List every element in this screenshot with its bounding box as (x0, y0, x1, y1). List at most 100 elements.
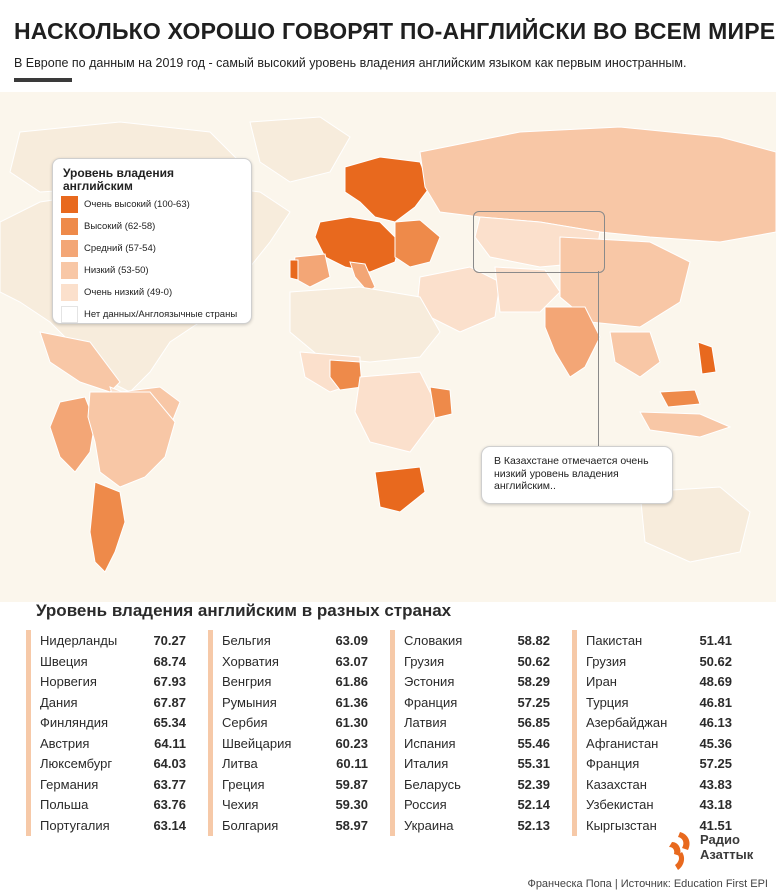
table-row: Хорватия 63.07 (208, 651, 378, 671)
region-malaysia (659, 389, 701, 408)
logo-line1: Радио (700, 832, 740, 847)
legend-label: Низкий (53-50) (84, 264, 149, 276)
country-score: 55.31 (517, 756, 550, 771)
country-score: 59.87 (335, 776, 368, 792)
country-score: 58.97 (335, 817, 368, 833)
column-accent-bar (208, 630, 213, 836)
column-accent-bar (572, 630, 577, 836)
legend-label: Нет данных/Англоязычные страны (84, 308, 238, 320)
table-row: Бельгия 63.09 (208, 630, 378, 650)
country-score: 51.41 (699, 633, 732, 648)
country-name: Венгрия (222, 674, 272, 689)
country-name: Иран (586, 674, 617, 689)
region-eastern-europe (394, 219, 441, 268)
kazakhstan-callout: В Казахстане отмечается очень низкий уро… (481, 446, 673, 504)
country-score: 67.93 (153, 674, 186, 689)
region-argentina (89, 481, 126, 573)
table-row: Латвия 56.85 (390, 712, 560, 732)
column-accent-bar (26, 630, 31, 836)
country-score: 48.69 (699, 674, 732, 689)
country-score: 61.86 (335, 674, 368, 689)
country-name: Швеция (40, 653, 88, 669)
table-row: Швеция 68.74 (26, 651, 196, 671)
country-name: Норвегия (40, 674, 97, 689)
callout-text: В Казахстане отмечается очень низкий уро… (494, 455, 649, 492)
country-name: Казахстан (586, 776, 647, 792)
table-row: Эстония 58.29 (390, 671, 560, 691)
region-south-africa (374, 466, 426, 513)
column-accent-bar (390, 630, 395, 836)
table-row: Польша 63.76 (26, 794, 196, 814)
country-score: 58.82 (517, 633, 550, 648)
country-name: Дания (40, 694, 78, 710)
country-score: 52.39 (517, 776, 550, 792)
country-score: 52.14 (517, 797, 550, 812)
legend-label: Средний (57-54) (84, 242, 156, 254)
table-row: Франция 57.25 (390, 692, 560, 712)
country-name: Афганистан (586, 735, 659, 751)
country-name: Австрия (40, 735, 90, 751)
region-portugal (289, 259, 299, 281)
table-row: Турция 46.81 (572, 692, 742, 712)
table-row: Грузия 50.62 (572, 651, 742, 671)
region-greenland (249, 116, 351, 183)
country-name: Германия (40, 776, 99, 792)
region-brazil (87, 391, 176, 488)
country-score: 60.23 (335, 735, 368, 751)
country-score: 50.62 (699, 653, 732, 669)
legend-label: Высокий (62-58) (84, 220, 156, 232)
country-score: 57.25 (699, 756, 732, 771)
radio-azattyk-logo: Радио Азаттык (666, 828, 766, 878)
region-western-europe (314, 216, 401, 273)
region-central-asia (494, 266, 561, 313)
region-indonesia (639, 411, 732, 438)
legend-swatch (61, 195, 78, 213)
country-name: Пакистан (586, 633, 643, 648)
table-row: Сербия 61.30 (208, 712, 378, 732)
country-name: Португалия (40, 817, 110, 833)
country-score: 61.36 (335, 694, 368, 710)
country-name: Италия (404, 756, 449, 771)
country-score: 63.76 (153, 797, 186, 812)
region-peru (49, 396, 96, 473)
country-name: Турция (586, 694, 629, 710)
legend-title: Уровень владения английским (63, 166, 174, 193)
source-credit: Франческа Попа | Источник: Education Fir… (527, 878, 768, 890)
country-score: 63.09 (335, 633, 368, 648)
country-name: Люксембург (40, 756, 113, 771)
table-title: Уровень владения английским в разных стр… (36, 601, 452, 620)
legend-swatch (61, 239, 78, 257)
country-score: 45.36 (699, 735, 732, 751)
country-name: Литва (222, 756, 258, 771)
table-row: Пакистан 51.41 (572, 630, 742, 650)
country-score: 64.11 (154, 735, 186, 751)
legend-swatch (61, 283, 78, 301)
table-row: Греция 59.87 (208, 774, 378, 794)
region-philippines (697, 341, 717, 375)
country-name: Сербия (222, 715, 268, 730)
region-north-africa (289, 286, 441, 363)
country-name: Франция (404, 694, 458, 710)
table-row: Италия 55.31 (390, 753, 560, 773)
country-name: Греция (222, 776, 265, 792)
region-nigeria (329, 359, 363, 391)
country-score: 58.29 (517, 674, 550, 689)
page-title: НАСКОЛЬКО ХОРОШО ГОВОРЯТ ПО-АНГЛИЙСКИ ВО… (14, 18, 776, 44)
country-score: 46.13 (699, 715, 732, 730)
legend-item: Очень высокий (100-63) (61, 195, 190, 213)
map-legend: Уровень владения английским Очень высоки… (52, 158, 252, 324)
table-row: Германия 63.77 (26, 774, 196, 794)
legend-label: Очень низкий (49-0) (84, 286, 173, 298)
legend-swatch (61, 217, 78, 235)
table-row: Люксембург 64.03 (26, 753, 196, 773)
table-row: Грузия 50.62 (390, 651, 560, 671)
table-row: Азербайджан 46.13 (572, 712, 742, 732)
table-row: Литва 60.11 (208, 753, 378, 773)
table-row: Кыргызстан 41.51 (572, 815, 742, 835)
table-row: Испания 55.46 (390, 733, 560, 753)
country-score: 46.81 (699, 694, 732, 710)
logo-line2: Азаттык (700, 847, 754, 862)
page-subtitle: В Европе по данным на 2019 год - самый в… (14, 56, 687, 70)
title-rule (14, 78, 72, 82)
region-china (559, 236, 691, 328)
